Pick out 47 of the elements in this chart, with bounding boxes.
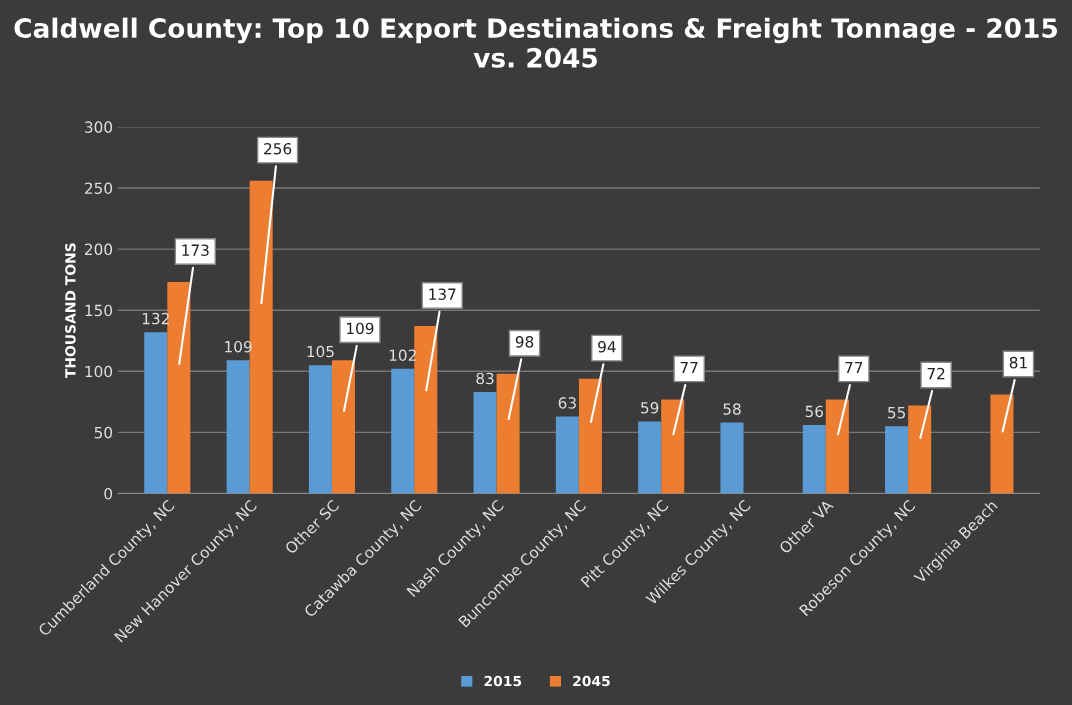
bar <box>720 422 744 494</box>
bar <box>167 282 191 494</box>
data-label: 63 <box>558 397 576 409</box>
bar <box>825 399 849 494</box>
data-label: 256 <box>264 142 292 155</box>
data-label: 72 <box>927 367 945 380</box>
data-label: 83 <box>476 372 494 385</box>
data-label: 77 <box>680 361 698 374</box>
legend-label: 2015 <box>484 675 522 687</box>
bar <box>496 373 520 494</box>
y-tick-label: 250 <box>85 182 113 195</box>
bar <box>473 392 497 494</box>
y-tick-label: 0 <box>104 487 113 500</box>
bar <box>226 360 250 494</box>
bar <box>414 326 438 494</box>
y-tick-label: 50 <box>94 426 113 439</box>
legend-label: 2045 <box>573 675 610 687</box>
bar <box>331 360 355 494</box>
chart-title: Caldwell County: Top 10 Export Destinations & Freight Tonnage - 2015 vs. 2045 <box>14 17 1057 68</box>
data-label: 58 <box>723 403 741 415</box>
bar <box>661 399 685 494</box>
data-label: 59 <box>641 402 659 414</box>
data-label: 81 <box>1009 356 1027 369</box>
bar <box>802 425 826 494</box>
data-label: 94 <box>598 340 616 353</box>
bar <box>990 394 1014 494</box>
data-label: 77 <box>845 361 863 374</box>
y-tick-label: 300 <box>85 121 113 133</box>
data-label: 137 <box>429 288 456 300</box>
bar <box>144 332 168 494</box>
data-label: 55 <box>888 407 905 419</box>
bar <box>308 365 332 494</box>
bar <box>638 421 662 494</box>
y-axis-title: THOUSAND TONS <box>65 243 76 379</box>
y-tick-label: 150 <box>85 304 113 317</box>
bar <box>391 368 415 494</box>
bar <box>885 426 909 494</box>
data-label: 109 <box>347 322 374 335</box>
bar <box>908 405 932 494</box>
data-label: 98 <box>515 336 534 348</box>
data-label: 173 <box>182 244 209 256</box>
y-tick-label: 200 <box>85 243 113 256</box>
data-label: 56 <box>805 405 824 418</box>
bar <box>578 378 602 494</box>
data-label: 105 <box>307 345 334 358</box>
bar <box>555 416 579 494</box>
y-tick-label: 100 <box>85 365 113 378</box>
